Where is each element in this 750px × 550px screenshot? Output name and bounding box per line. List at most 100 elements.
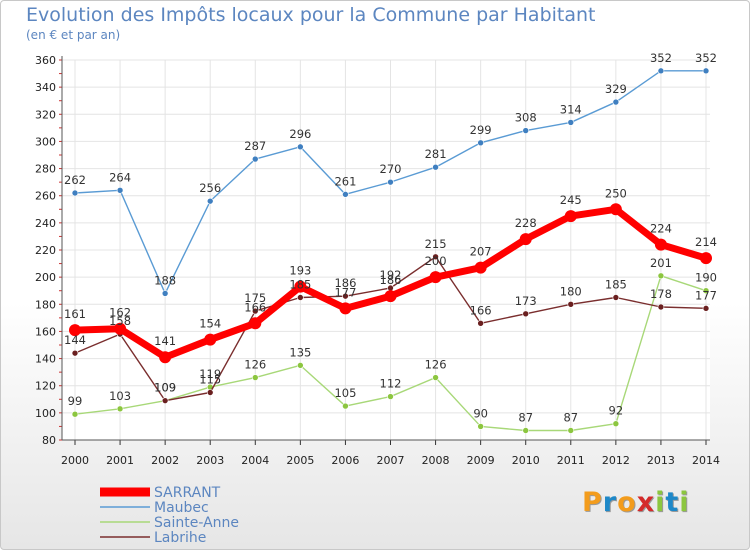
data-label-maubec: 262 bbox=[64, 173, 86, 187]
legend-label-sainte-anne: Sainte-Anne bbox=[154, 515, 239, 531]
y-tick-label: 280 bbox=[35, 163, 56, 176]
data-label-maubec: 352 bbox=[650, 51, 672, 65]
x-tick-label: 2008 bbox=[422, 454, 450, 467]
data-point-maubec bbox=[702, 67, 710, 75]
data-label-sainte-anne: 112 bbox=[380, 377, 402, 391]
logo-letter: P bbox=[582, 487, 603, 518]
data-label-maubec: 261 bbox=[334, 174, 356, 188]
grid bbox=[62, 59, 710, 441]
logo-letter: o bbox=[617, 487, 637, 518]
legend-label-labrihe: Labrihe bbox=[154, 530, 206, 546]
data-point-sarrant bbox=[474, 261, 487, 274]
data-label-maubec: 270 bbox=[380, 162, 402, 176]
data-label-sainte-anne: 126 bbox=[425, 358, 447, 372]
data-point-sainte-anne bbox=[702, 287, 710, 295]
data-point-sarrant bbox=[700, 252, 712, 265]
data-label-maubec: 314 bbox=[560, 102, 582, 116]
data-point-sarrant bbox=[429, 271, 442, 284]
data-point-maubec bbox=[297, 143, 304, 151]
data-label-labrihe: 166 bbox=[470, 303, 492, 317]
data-label-sarrant: 200 bbox=[425, 254, 447, 268]
data-label-sarrant: 177 bbox=[334, 285, 356, 299]
data-point-maubec bbox=[522, 127, 530, 134]
data-labels: 262 264 188 256 287 296 261 270 281 299 308 314 329 3… bbox=[64, 51, 717, 425]
data-label-sarrant: 162 bbox=[109, 306, 131, 320]
data-point-maubec bbox=[657, 67, 665, 75]
y-tick-label: 180 bbox=[35, 298, 56, 311]
data-point-labrihe bbox=[432, 253, 439, 261]
data-label-maubec: 296 bbox=[289, 127, 311, 141]
logo-letter: i bbox=[679, 487, 690, 518]
data-point-sainte-anne bbox=[342, 402, 349, 410]
data-point-maubec bbox=[161, 290, 169, 297]
logo-letter: x bbox=[636, 487, 656, 518]
data-point-sarrant bbox=[519, 233, 532, 246]
data-label-sarrant: 193 bbox=[289, 264, 311, 278]
data-label-sarrant: 250 bbox=[605, 186, 627, 200]
data-point-labrihe bbox=[702, 305, 710, 312]
y-tick-label: 240 bbox=[35, 217, 56, 230]
data-label-maubec: 352 bbox=[695, 51, 717, 65]
data-label-sainte-anne: 103 bbox=[109, 389, 131, 403]
data-point-sainte-anne bbox=[251, 374, 259, 381]
data-label-sarrant: 214 bbox=[695, 235, 717, 249]
x-tick-label: 2006 bbox=[331, 454, 359, 467]
y-tick-label: 260 bbox=[35, 190, 56, 203]
y-tick-label: 140 bbox=[35, 353, 56, 366]
chart-title: Evolution des Impôts locaux pour la Comm… bbox=[26, 4, 596, 26]
y-tick-label: 100 bbox=[35, 407, 56, 420]
data-label-labrihe: 215 bbox=[425, 237, 447, 251]
y-tick-label: 340 bbox=[35, 81, 56, 94]
data-label-labrihe: 115 bbox=[199, 373, 221, 387]
data-label-sarrant: 141 bbox=[154, 334, 176, 348]
data-label-maubec: 256 bbox=[199, 181, 221, 195]
data-point-labrihe bbox=[567, 300, 575, 308]
data-point-labrihe bbox=[251, 307, 259, 315]
data-point-sainte-anne bbox=[432, 374, 439, 381]
data-point-labrihe bbox=[657, 303, 665, 311]
data-label-maubec: 281 bbox=[425, 147, 447, 161]
data-label-labrihe: 175 bbox=[244, 291, 266, 305]
data-point-labrihe bbox=[297, 294, 304, 301]
data-point-sainte-anne bbox=[612, 420, 620, 428]
data-point-sarrant bbox=[249, 317, 262, 330]
data-label-sainte-anne: 201 bbox=[650, 256, 672, 270]
data-label-labrihe: 185 bbox=[289, 278, 311, 292]
data-label-sainte-anne: 87 bbox=[563, 411, 578, 425]
data-label-sainte-anne: 92 bbox=[609, 404, 624, 418]
data-label-labrihe: 180 bbox=[560, 284, 582, 298]
data-point-labrihe bbox=[477, 319, 484, 327]
data-point-maubec bbox=[71, 189, 79, 197]
x-tick-label: 2012 bbox=[602, 454, 630, 467]
y-tick-label: 120 bbox=[35, 380, 56, 393]
y-tick-label: 360 bbox=[35, 54, 56, 67]
data-point-maubec bbox=[432, 163, 439, 171]
data-point-maubec bbox=[387, 178, 394, 186]
chart-subtitle: (en € et par an) bbox=[26, 28, 121, 42]
data-label-sainte-anne: 105 bbox=[334, 386, 356, 400]
data-point-sarrant bbox=[564, 210, 577, 223]
data-label-sarrant: 161 bbox=[64, 307, 86, 321]
x-tick-label: 2004 bbox=[241, 454, 269, 467]
logo-letter: r bbox=[602, 487, 618, 518]
data-label-sainte-anne: 119 bbox=[199, 367, 221, 381]
data-point-sarrant bbox=[609, 203, 622, 216]
data-label-sainte-anne: 87 bbox=[518, 411, 533, 425]
data-label-sainte-anne: 109 bbox=[154, 381, 176, 395]
data-label-maubec: 299 bbox=[470, 123, 492, 137]
data-point-sainte-anne bbox=[522, 427, 530, 434]
x-tick-label: 2001 bbox=[106, 454, 134, 467]
x-tick-label: 2002 bbox=[151, 454, 179, 467]
data-label-labrihe: 178 bbox=[650, 287, 672, 301]
data-point-sainte-anne bbox=[567, 427, 575, 434]
y-tick-label: 220 bbox=[35, 244, 56, 257]
data-point-labrihe bbox=[612, 294, 620, 301]
data-label-sarrant: 228 bbox=[515, 216, 537, 230]
data-point-sainte-anne bbox=[71, 410, 79, 418]
data-point-sarrant bbox=[69, 324, 81, 337]
data-label-sainte-anne: 190 bbox=[695, 271, 717, 285]
data-label-maubec: 264 bbox=[109, 170, 131, 184]
data-point-labrihe bbox=[522, 310, 530, 318]
x-tick-label: 2007 bbox=[377, 454, 405, 467]
